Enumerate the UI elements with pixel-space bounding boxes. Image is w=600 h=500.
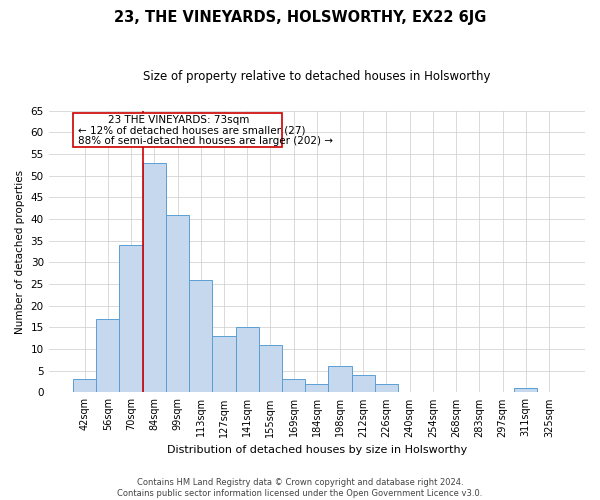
Bar	[305, 384, 328, 392]
Bar	[189, 280, 212, 392]
Bar	[514, 388, 538, 392]
Bar	[236, 328, 259, 392]
Bar	[119, 245, 143, 392]
Text: 23, THE VINEYARDS, HOLSWORTHY, EX22 6JG: 23, THE VINEYARDS, HOLSWORTHY, EX22 6JG	[114, 10, 486, 25]
FancyBboxPatch shape	[73, 112, 282, 148]
Bar	[143, 162, 166, 392]
Text: 88% of semi-detached houses are larger (202) →: 88% of semi-detached houses are larger (…	[77, 136, 332, 145]
X-axis label: Distribution of detached houses by size in Holsworthy: Distribution of detached houses by size …	[167, 445, 467, 455]
Bar	[352, 375, 375, 392]
Title: Size of property relative to detached houses in Holsworthy: Size of property relative to detached ho…	[143, 70, 491, 83]
Bar	[282, 380, 305, 392]
Text: Contains HM Land Registry data © Crown copyright and database right 2024.
Contai: Contains HM Land Registry data © Crown c…	[118, 478, 482, 498]
Text: 23 THE VINEYARDS: 73sqm: 23 THE VINEYARDS: 73sqm	[108, 115, 250, 125]
Y-axis label: Number of detached properties: Number of detached properties	[15, 170, 25, 334]
Text: ← 12% of detached houses are smaller (27): ← 12% of detached houses are smaller (27…	[77, 126, 305, 136]
Bar	[259, 344, 282, 393]
Bar	[166, 214, 189, 392]
Bar	[375, 384, 398, 392]
Bar	[212, 336, 236, 392]
Bar	[328, 366, 352, 392]
Bar	[96, 318, 119, 392]
Bar	[73, 380, 96, 392]
